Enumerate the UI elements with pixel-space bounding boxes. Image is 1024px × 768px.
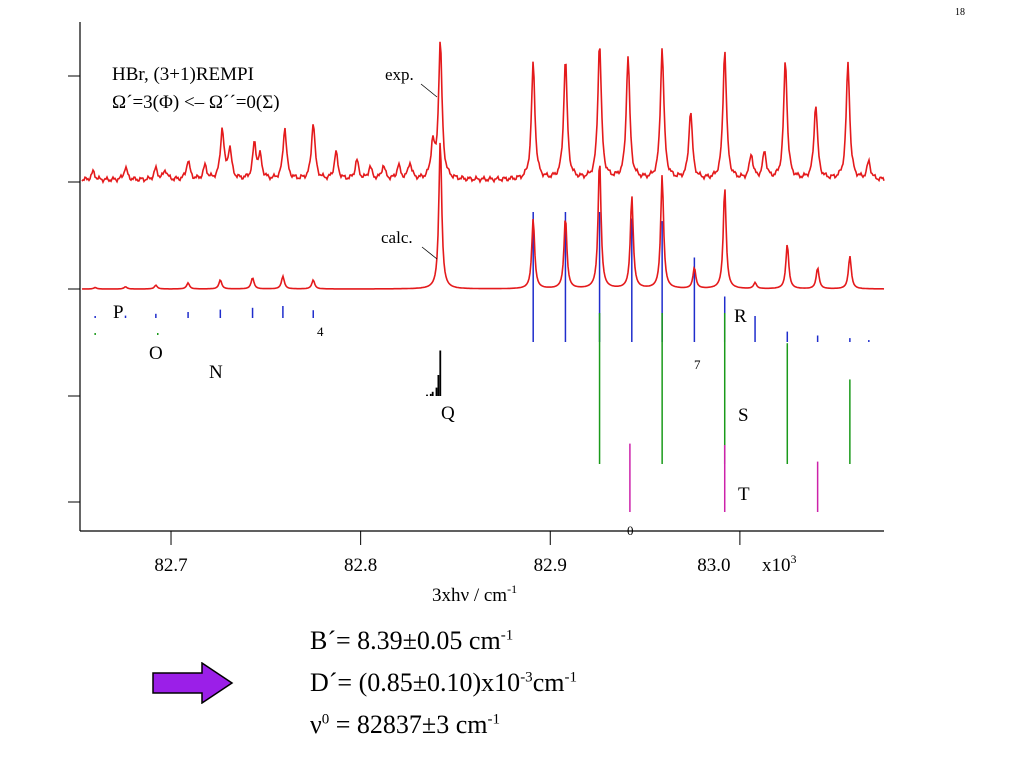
result-nu-superscript: 0 (321, 711, 330, 728)
branch-label-n: N (209, 362, 223, 383)
spectrum-chart: HBr, (3+1)REMPI Ω´=3(Φ) <– Ω´´=0(Σ) exp.… (68, 22, 885, 606)
result-nu-exponent: -1 (487, 711, 500, 728)
x-tick-label: 82.8 (344, 555, 377, 576)
result-b-constant: B´= 8.39±0.05 cm-1 (310, 628, 513, 654)
x-axis-label-text: 3xhν / cm (432, 585, 507, 606)
series-line-calc (81, 142, 885, 290)
result-d-exponent: -3 (520, 669, 533, 686)
x-tick-labels: 82.7 82.8 82.9 83.0 (154, 555, 730, 576)
branch-label-r: R (734, 306, 747, 327)
result-nu-origin: ν0 = 82837±3 cm-1 (310, 712, 500, 738)
exp-label: exp. (385, 65, 414, 84)
x-tick-label: 82.7 (154, 555, 187, 576)
result-nu-text: = 82837±3 cm (329, 710, 488, 739)
x-axis-label: 3xhν / cm-1 (432, 582, 517, 606)
branch-label-o: O (149, 343, 163, 364)
axes (68, 22, 884, 545)
annotation-line1: HBr, (3+1)REMPI (112, 64, 254, 85)
result-nu-symbol: ν (310, 710, 322, 739)
x-tick-label: 82.9 (534, 555, 567, 576)
arrow-shape (152, 662, 234, 704)
calc-label: calc. (381, 228, 413, 247)
chart-labels: HBr, (3+1)REMPI Ω´=3(Φ) <– Ω´´=0(Σ) exp.… (112, 64, 797, 606)
x-multiplier: x103 (762, 552, 797, 576)
x-tick-label: 83.0 (697, 555, 730, 576)
result-b-exponent: -1 (500, 627, 514, 644)
y-ticks (68, 75, 80, 503)
x-multiplier-exponent: 3 (791, 552, 797, 566)
spectra-curves (81, 41, 885, 290)
branch-sticks (94, 212, 870, 512)
branch-number-r: 7 (694, 357, 701, 372)
exp-leader-line (420, 83, 438, 98)
result-d-text: D´= (0.85±0.10)x10 (310, 668, 521, 697)
branch-number-t: 0 (627, 523, 634, 538)
branch-label-q: Q (441, 403, 455, 424)
page-number: 18 (955, 7, 965, 18)
x-ticks (170, 531, 741, 545)
x-axis-label-exponent: -1 (507, 582, 517, 596)
calc-leader-line (421, 246, 438, 260)
series-line-exp (81, 41, 885, 185)
branch-number-p: 4 (317, 324, 324, 339)
result-d-constant: D´= (0.85±0.10)x10-3cm-1 (310, 670, 577, 696)
branch-label-p: P (113, 302, 124, 323)
branch-label-t: T (738, 484, 750, 505)
result-d-unit: cm (532, 668, 565, 697)
result-b-text: B´= 8.39±0.05 cm (310, 626, 501, 655)
x-multiplier-text: x10 (762, 555, 791, 576)
branch-label-s: S (738, 405, 749, 426)
annotation-line2: Ω´=3(Φ) <– Ω´´=0(Σ) (112, 92, 280, 113)
result-d-unit-exponent: -1 (564, 669, 577, 686)
arrow-icon (152, 662, 234, 704)
